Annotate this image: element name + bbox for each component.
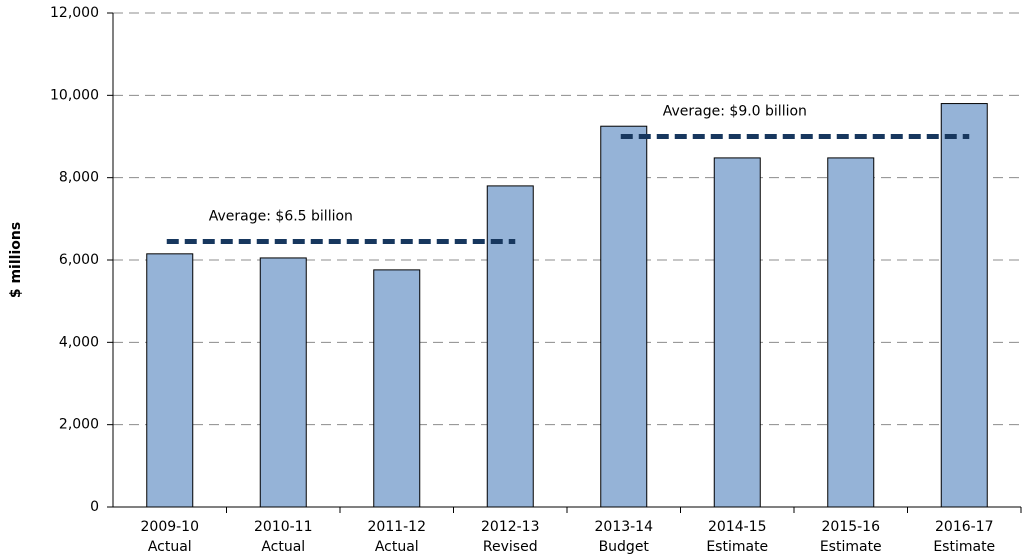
x-tick-sublabel: Revised <box>483 539 538 555</box>
bar <box>373 269 421 508</box>
x-tick-label: 2013-14 <box>595 519 654 535</box>
x-tick-sublabel: Estimate <box>820 539 882 555</box>
x-tick-label: 2012-13 <box>481 519 540 535</box>
bar <box>600 125 648 508</box>
x-tick-label: 2011-12 <box>368 519 427 535</box>
y-tick-label: 12,000 <box>50 5 99 21</box>
y-tick-label: 4,000 <box>59 334 99 350</box>
bar <box>827 157 875 508</box>
y-tick-label: 2,000 <box>59 417 99 433</box>
x-tick-label: 2009-10 <box>141 519 200 535</box>
x-tick-sublabel: Actual <box>148 539 192 555</box>
x-tick-label: 2010-11 <box>254 519 313 535</box>
x-tick-sublabel: Estimate <box>706 539 768 555</box>
average-label: Average: $6.5 billion <box>209 208 353 224</box>
x-tick-label: 2014-15 <box>708 519 767 535</box>
bar <box>713 157 761 508</box>
bar <box>146 253 194 508</box>
x-tick-sublabel: Actual <box>261 539 305 555</box>
x-tick-sublabel: Budget <box>599 539 650 555</box>
bar <box>486 185 534 508</box>
bar <box>259 257 307 508</box>
average-label: Average: $9.0 billion <box>663 104 807 120</box>
x-tick-label: 2016-17 <box>935 519 994 535</box>
y-tick-label: 0 <box>90 499 99 515</box>
x-tick-label: 2015-16 <box>822 519 881 535</box>
y-tick-label: 8,000 <box>59 170 99 186</box>
x-tick-sublabel: Estimate <box>933 539 995 555</box>
x-tick-sublabel: Actual <box>375 539 419 555</box>
y-tick-label: 6,000 <box>59 252 99 268</box>
y-tick-label: 10,000 <box>50 87 99 103</box>
bar <box>940 103 988 508</box>
y-axis-label: $ millions <box>8 222 24 298</box>
